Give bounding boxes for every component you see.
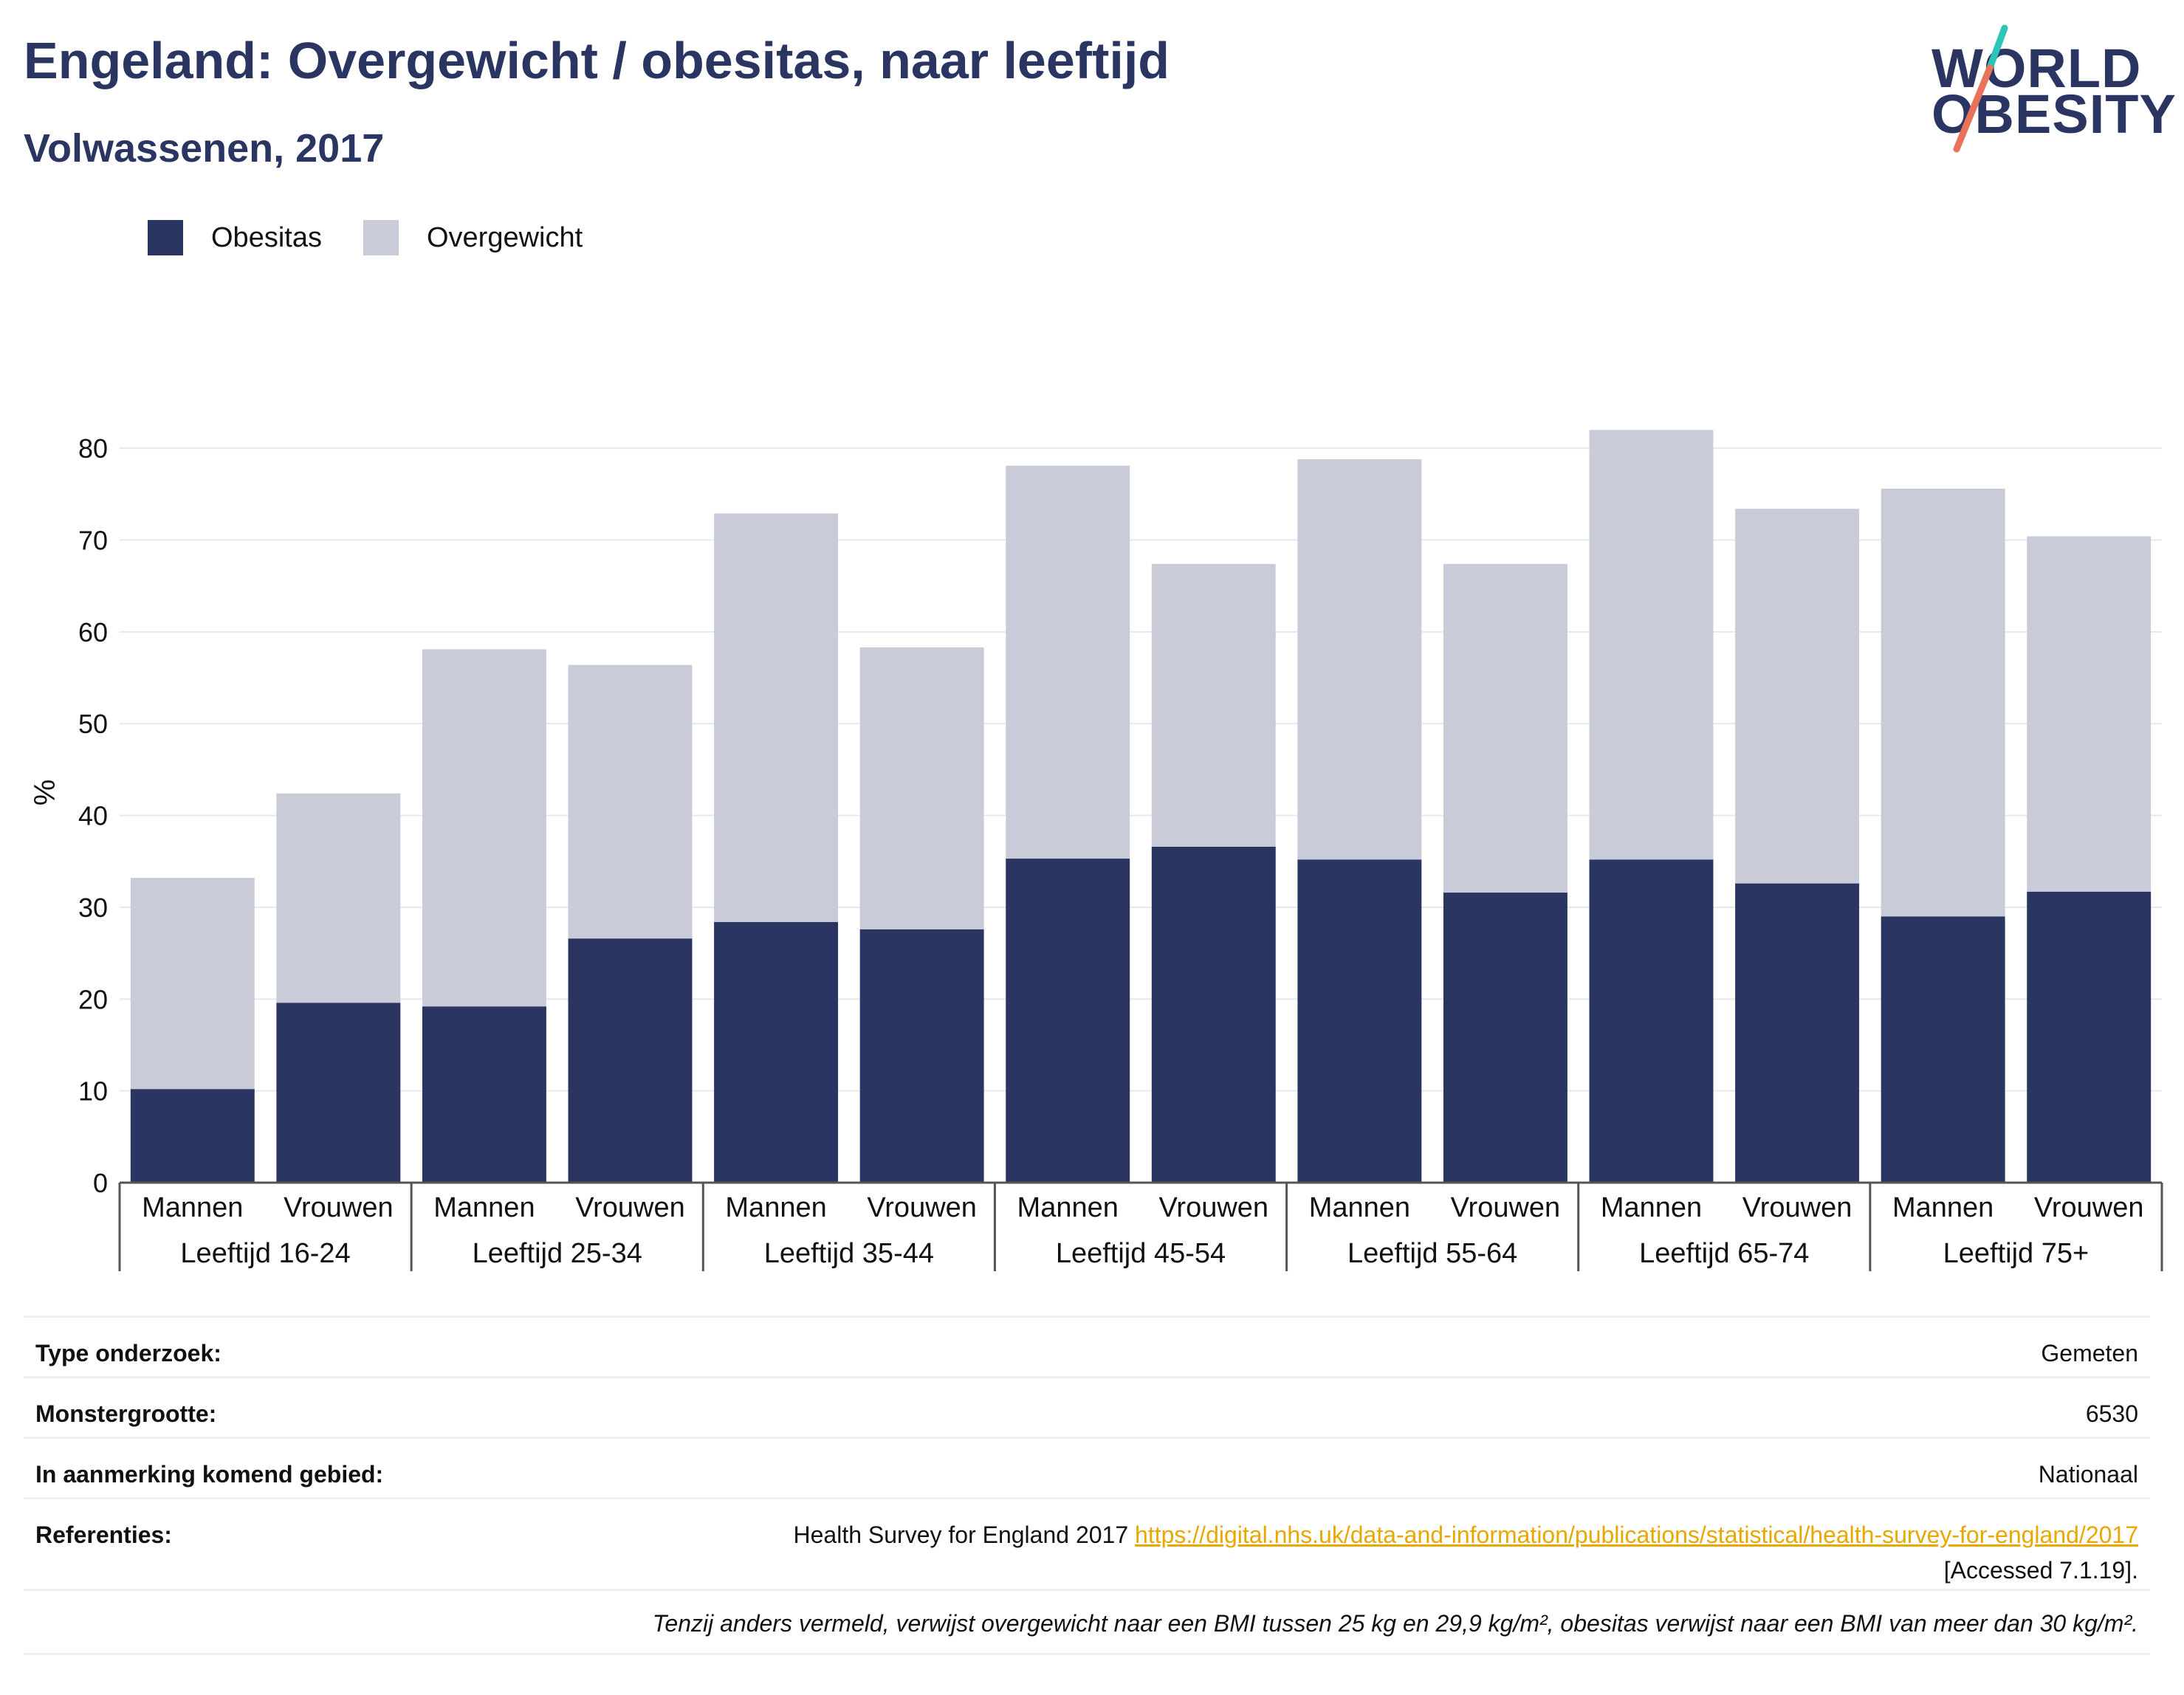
group-label: Leeftijd 16-24 bbox=[180, 1238, 350, 1269]
x-tick-label: Vrouwen bbox=[867, 1192, 977, 1223]
meta-table: Type onderzoek: Gemeten Monstergrootte: … bbox=[24, 1316, 2150, 1655]
legend-label-obesitas: Obesitas bbox=[211, 221, 322, 253]
bar-overgewicht-13 bbox=[2027, 536, 2152, 892]
x-tick-label: Mannen bbox=[725, 1192, 826, 1223]
bar-overgewicht-4 bbox=[714, 513, 839, 922]
bar-obesitas-13 bbox=[2027, 891, 2152, 1183]
bar-obesitas-7 bbox=[1151, 846, 1276, 1183]
meta-area-value: Nationaal bbox=[2038, 1461, 2138, 1488]
y-tick-label: 60 bbox=[78, 617, 108, 647]
bar-obesitas-12 bbox=[1881, 916, 2005, 1183]
bar-obesitas-9 bbox=[1443, 893, 1567, 1183]
bar-overgewicht-0 bbox=[130, 878, 255, 1090]
meta-ref-label: Referenties: bbox=[35, 1522, 172, 1548]
meta-type-value: Gemeten bbox=[2041, 1340, 2138, 1366]
y-tick-label: 70 bbox=[78, 526, 108, 556]
group-label: Leeftijd 45-54 bbox=[1056, 1238, 1226, 1269]
world-obesity-logo: WORLD OBESITY bbox=[1920, 22, 2176, 155]
bar-overgewicht-12 bbox=[1881, 488, 2005, 917]
group-label: Leeftijd 55-64 bbox=[1347, 1238, 1517, 1269]
bar-obesitas-2 bbox=[422, 1006, 546, 1183]
y-tick-label: 0 bbox=[93, 1168, 108, 1198]
stacked-bar-chart: 0 10 20 30 40 50 60 70 80% Mannen Vrouwen Mannen Vro… bbox=[29, 430, 2163, 1271]
x-tick-label: Vrouwen bbox=[1451, 1192, 1561, 1223]
legend-swatch-obesitas bbox=[148, 220, 183, 255]
meta-row-area: In aanmerking komend gebied: Nationaal bbox=[24, 1437, 2150, 1499]
y-tick-label: 30 bbox=[78, 893, 108, 923]
x-tick-label: Mannen bbox=[1601, 1192, 1702, 1223]
bar-overgewicht-9 bbox=[1443, 563, 1567, 893]
bar-obesitas-0 bbox=[130, 1089, 255, 1183]
meta-ref-link[interactable]: https://digital.nhs.uk/data-and-informat… bbox=[1135, 1522, 2138, 1548]
meta-ref-value: Health Survey for England 2017 https://d… bbox=[794, 1522, 2139, 1549]
bar-obesitas-6 bbox=[1006, 859, 1130, 1183]
y-tick-label: 80 bbox=[78, 433, 108, 464]
legend-item-obesitas: Obesitas bbox=[148, 220, 322, 255]
page-subtitle: Volwassenen, 2017 bbox=[24, 126, 385, 171]
legend-item-overgewicht: Overgewicht bbox=[363, 220, 583, 255]
bar-obesitas-3 bbox=[568, 938, 693, 1183]
logo-slash-icon bbox=[1953, 24, 2008, 153]
x-tick-label: Mannen bbox=[1017, 1192, 1119, 1223]
meta-row-type: Type onderzoek: Gemeten bbox=[24, 1316, 2150, 1378]
page-title: Engeland: Overgewicht / obesitas, naar l… bbox=[24, 32, 1170, 89]
x-tick-label: Vrouwen bbox=[2034, 1192, 2144, 1223]
bar-overgewicht-3 bbox=[568, 664, 693, 939]
bar-overgewicht-6 bbox=[1006, 465, 1130, 859]
meta-sample-label: Monstergrootte: bbox=[35, 1400, 217, 1427]
meta-type-label: Type onderzoek: bbox=[35, 1340, 222, 1366]
x-tick-label: Vrouwen bbox=[1742, 1192, 1852, 1223]
bar-overgewicht-2 bbox=[422, 649, 546, 1007]
bar-obesitas-8 bbox=[1297, 859, 1422, 1183]
x-tick-label: Vrouwen bbox=[284, 1192, 394, 1223]
x-tick-label: Mannen bbox=[1309, 1192, 1410, 1223]
bar-obesitas-10 bbox=[1589, 859, 1714, 1183]
meta-row-note: Tenzij anders vermeld, verwijst overgewi… bbox=[24, 1589, 2150, 1655]
group-label: Leeftijd 65-74 bbox=[1639, 1238, 1809, 1269]
group-label: Leeftijd 25-34 bbox=[473, 1238, 642, 1269]
y-tick-label: 50 bbox=[78, 709, 108, 739]
x-tick-label: Mannen bbox=[142, 1192, 243, 1223]
y-tick-label: 20 bbox=[78, 984, 108, 1014]
meta-sample-value: 6530 bbox=[2085, 1400, 2138, 1427]
y-tick-label: 40 bbox=[78, 801, 108, 831]
bar-obesitas-5 bbox=[859, 929, 984, 1183]
group-label: Leeftijd 75+ bbox=[1943, 1238, 2089, 1269]
bar-obesitas-11 bbox=[1735, 883, 1860, 1183]
bar-overgewicht-5 bbox=[859, 647, 984, 929]
meta-note: Tenzij anders vermeld, verwijst overgewi… bbox=[652, 1610, 2138, 1637]
bar-overgewicht-8 bbox=[1297, 459, 1422, 860]
legend-label-overgewicht: Overgewicht bbox=[426, 221, 583, 253]
bar-obesitas-4 bbox=[714, 921, 839, 1183]
meta-ref-text: Health Survey for England 2017 bbox=[793, 1522, 1129, 1548]
bar-obesitas-1 bbox=[276, 1003, 401, 1183]
meta-row-sample: Monstergrootte: 6530 bbox=[24, 1376, 2150, 1439]
x-tick-label: Vrouwen bbox=[1158, 1192, 1268, 1223]
x-tick-label: Vrouwen bbox=[575, 1192, 685, 1223]
y-tick-label: 10 bbox=[78, 1076, 108, 1107]
logo-line-1: WORLD bbox=[1931, 38, 2142, 99]
x-tick-label: Mannen bbox=[1892, 1192, 1994, 1223]
bar-overgewicht-10 bbox=[1589, 430, 1714, 860]
x-tick-label: Mannen bbox=[433, 1192, 535, 1223]
group-label: Leeftijd 35-44 bbox=[764, 1238, 934, 1269]
bar-overgewicht-11 bbox=[1735, 509, 1860, 884]
bar-overgewicht-1 bbox=[276, 793, 401, 1003]
y-axis-label: % bbox=[29, 780, 61, 806]
chart-legend: Obesitas Overgewicht bbox=[148, 220, 624, 255]
bar-overgewicht-7 bbox=[1151, 563, 1276, 847]
meta-area-label: In aanmerking komend gebied: bbox=[35, 1461, 384, 1488]
legend-swatch-overgewicht bbox=[363, 220, 399, 255]
meta-row-references: Referenties: Health Survey for England 2… bbox=[24, 1497, 2150, 1591]
meta-ref-accessed: [Accessed 7.1.19]. bbox=[1943, 1557, 2138, 1584]
